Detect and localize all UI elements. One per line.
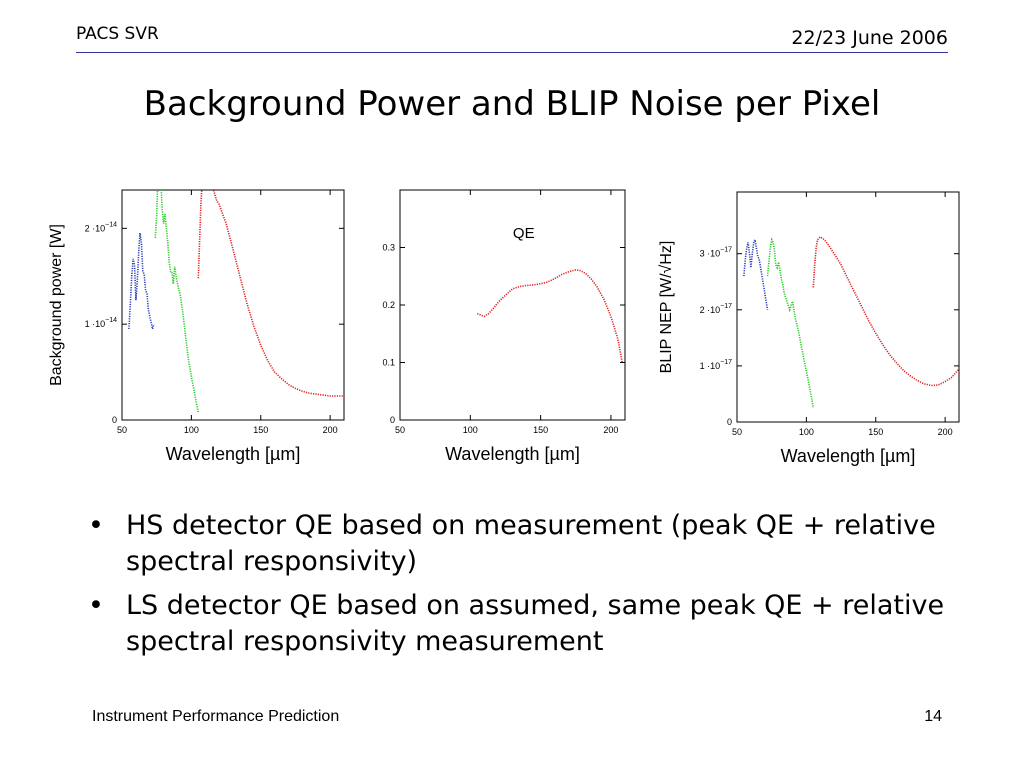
bullet-dot-icon: • bbox=[88, 590, 104, 621]
header-left-text: PACS SVR bbox=[76, 24, 159, 44]
chart-title: QE bbox=[513, 225, 535, 242]
plot-frame bbox=[121, 189, 345, 421]
series-line-blue bbox=[743, 237, 769, 310]
x-tick-label: 200 bbox=[323, 425, 338, 435]
y-tick-mantissa: 2 ·10 bbox=[700, 305, 721, 315]
x-tick-label: 150 bbox=[533, 425, 548, 435]
y-tick-exponent: −17 bbox=[720, 247, 732, 254]
x-axis-label: Wavelength [µm] bbox=[781, 446, 916, 466]
y-tick-label: 0.3 bbox=[382, 243, 395, 253]
x-tick-label: 200 bbox=[603, 425, 618, 435]
footer-left-text: Instrument Performance Prediction bbox=[92, 708, 340, 725]
bullet-list: • HS detector QE based on measurement (pe… bbox=[86, 508, 956, 668]
y-tick-mantissa: 2 ·10 bbox=[85, 223, 106, 233]
bullet-text: HS detector QE based on measurement (pea… bbox=[126, 510, 936, 577]
y-tick-label: 2 ·10−14 bbox=[85, 221, 117, 233]
x-tick-label: 50 bbox=[395, 425, 405, 435]
y-tick-label: 0.2 bbox=[382, 300, 395, 310]
x-tick-label: 50 bbox=[117, 425, 127, 435]
y-axis-label: Background power [W] bbox=[48, 224, 65, 386]
bullet-text: LS detector QE based on assumed, same pe… bbox=[126, 590, 945, 657]
series-line-green bbox=[766, 237, 815, 409]
x-tick-label: 100 bbox=[799, 427, 814, 437]
y-tick-label: 3 ·10−17 bbox=[700, 247, 732, 259]
y-tick-label: 0 bbox=[727, 417, 732, 427]
header-divider bbox=[76, 52, 948, 53]
y-tick-exponent: −17 bbox=[720, 359, 732, 366]
bullet-dot-icon: • bbox=[88, 510, 104, 541]
x-axis-label: Wavelength [µm] bbox=[166, 444, 301, 464]
x-tick-label: 150 bbox=[868, 427, 883, 437]
series-line-red bbox=[476, 269, 623, 363]
chart-svg: 50 100 150 200 0 0.1 0.2 0.3 QE Wavelength [µm] bbox=[382, 189, 626, 464]
series-line-blue bbox=[128, 232, 155, 330]
series-line-red bbox=[812, 235, 959, 387]
header-date: 22/23 June 2006 bbox=[791, 27, 948, 49]
background-power-chart: 50 100 150 200 0 1 ·10−14 2 ·10−14 Wavelength [… bbox=[40, 178, 360, 472]
x-tick-label: 150 bbox=[253, 425, 268, 435]
x-tick-label: 100 bbox=[184, 425, 199, 435]
y-tick-label: 1 ·10−17 bbox=[700, 359, 732, 371]
x-tick-label: 200 bbox=[938, 427, 953, 437]
x-axis-label: Wavelength [µm] bbox=[445, 444, 580, 464]
y-tick-label: 1 ·10−14 bbox=[85, 317, 117, 329]
y-axis-label: BLIP NEP [W/√Hz] bbox=[658, 241, 675, 374]
y-tick-label: 0.1 bbox=[382, 358, 395, 368]
y-tick-mantissa: 1 ·10 bbox=[85, 319, 106, 329]
y-tick-mantissa: 3 ·10 bbox=[700, 249, 721, 259]
y-tick-exponent: −14 bbox=[105, 317, 117, 324]
plot-frame bbox=[736, 191, 960, 423]
bullet-item: • LS detector QE based on assumed, same p… bbox=[86, 588, 956, 660]
x-tick-label: 100 bbox=[463, 425, 478, 435]
page-number: 14 bbox=[924, 708, 942, 725]
series-line-green bbox=[154, 190, 200, 413]
y-tick-exponent: −14 bbox=[105, 221, 117, 228]
series-line-red bbox=[197, 190, 344, 397]
x-tick-label: 50 bbox=[732, 427, 742, 437]
bullet-item: • HS detector QE based on measurement (pe… bbox=[86, 508, 956, 580]
y-tick-label: 0 bbox=[112, 415, 117, 425]
y-tick-exponent: −17 bbox=[720, 303, 732, 310]
y-tick-label: 0 bbox=[390, 415, 395, 425]
qe-chart: 50 100 150 200 0 0.1 0.2 0.3 QE Wavelength [µm] bbox=[360, 178, 650, 472]
y-tick-mantissa: 1 ·10 bbox=[700, 361, 721, 371]
y-tick-label: 2 ·10−17 bbox=[700, 303, 732, 315]
blip-nep-chart: 50 100 150 200 0 1 ·10−17 2 ·10−17 3 ·10−17 Wave… bbox=[655, 178, 975, 472]
slide-title: Background Power and BLIP Noise per Pixe… bbox=[143, 84, 881, 124]
